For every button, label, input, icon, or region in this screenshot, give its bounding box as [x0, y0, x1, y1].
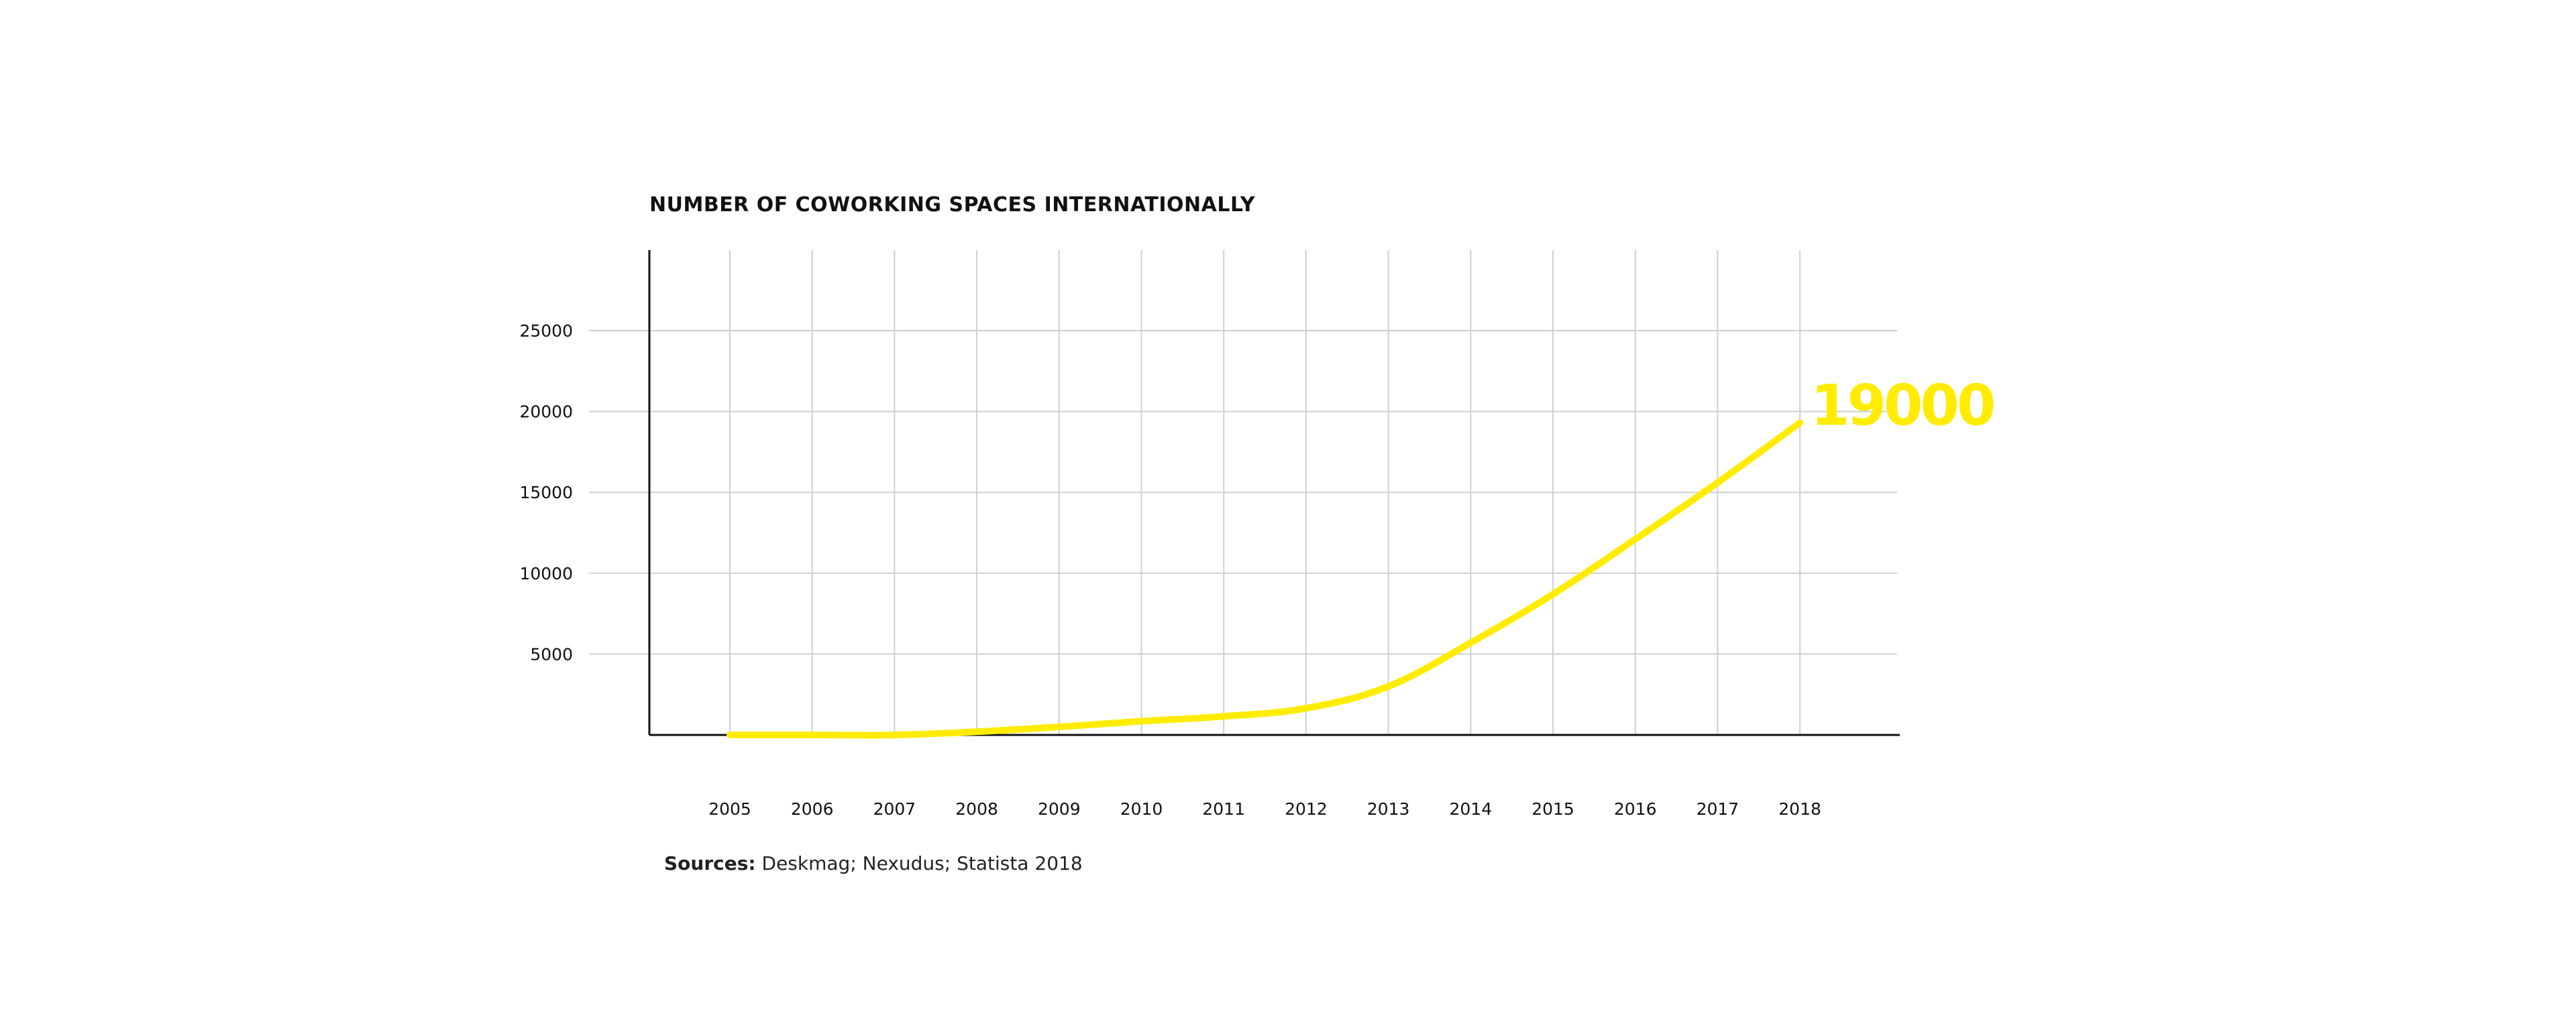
- x-tick-label: 2012: [1285, 799, 1328, 819]
- x-tick-label: 2008: [955, 799, 998, 819]
- y-tick-label: 10000: [519, 564, 573, 583]
- sources-label: Sources:: [664, 852, 756, 874]
- x-tick-label: 2014: [1449, 799, 1492, 819]
- y-tick-label: 15000: [519, 483, 573, 502]
- sources-note: Sources: Deskmag; Nexudus; Statista 2018: [664, 852, 1083, 874]
- x-tick-label: 2017: [1697, 799, 1739, 819]
- x-tick-label: 2005: [708, 799, 751, 819]
- end-value-label: 19000: [1811, 372, 1994, 438]
- sources-text: Deskmag; Nexudus; Statista 2018: [761, 852, 1083, 874]
- series-line: [727, 419, 1804, 739]
- x-tick-label: 2010: [1120, 799, 1163, 819]
- x-tick-label: 2016: [1614, 799, 1657, 819]
- chart-title: NUMBER OF COWORKING SPACES INTERNATIONAL…: [649, 193, 1256, 217]
- x-tick-labels: 2005 2006 2007 2008 2009 2010 2011 2012 2013 2014…: [708, 799, 1821, 819]
- x-tick-label: 2015: [1532, 799, 1574, 819]
- x-tick-label: 2006: [791, 799, 834, 819]
- y-tick-label: 20000: [519, 402, 573, 422]
- x-tick-label: 2007: [873, 799, 916, 819]
- y-tick-labels: 5000 10000 15000 20000 25000: [519, 321, 573, 664]
- x-tick-label: 2018: [1778, 799, 1821, 819]
- y-tick-label: 5000: [530, 644, 573, 664]
- x-tick-label: 2013: [1367, 799, 1410, 819]
- x-tick-label: 2011: [1202, 799, 1245, 819]
- x-tick-label: 2009: [1038, 799, 1081, 819]
- y-tick-label: 25000: [519, 321, 573, 341]
- horizontal-gridlines: [589, 330, 1897, 655]
